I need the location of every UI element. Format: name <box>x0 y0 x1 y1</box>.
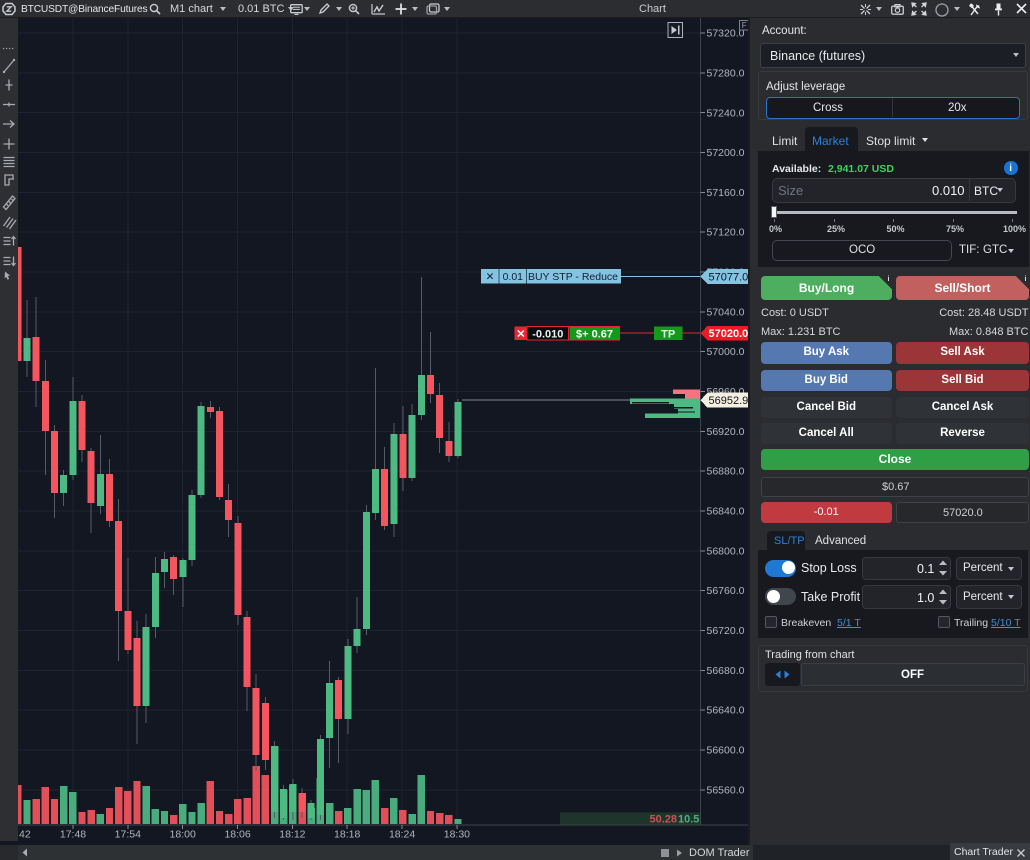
svg-text:57120.0: 57120.0 <box>707 227 745 239</box>
svg-text:56800.0: 56800.0 <box>707 545 745 557</box>
svg-text:56880.0: 56880.0 <box>707 466 745 478</box>
svg-text:57320.0: 57320.0 <box>707 28 745 40</box>
svg-text:F: F <box>742 21 747 30</box>
svg-text:57077.0: 57077.0 <box>709 271 749 283</box>
svg-text:$+ 0.67: $+ 0.67 <box>576 328 613 340</box>
svg-text:56560.0: 56560.0 <box>707 784 745 796</box>
svg-text:18:06: 18:06 <box>224 829 250 841</box>
svg-text:0.01: 0.01 <box>503 271 524 283</box>
svg-text:TP: TP <box>661 328 675 340</box>
svg-text:56640.0: 56640.0 <box>707 705 745 717</box>
svg-text:56720.0: 56720.0 <box>707 625 745 637</box>
svg-text:56952.9: 56952.9 <box>709 395 749 407</box>
svg-text:18:24: 18:24 <box>389 829 415 841</box>
svg-text:42: 42 <box>19 829 31 841</box>
svg-text:✕: ✕ <box>516 328 525 340</box>
svg-text:50.28: 50.28 <box>649 814 677 826</box>
svg-text:10.51: 10.51 <box>678 814 706 826</box>
svg-text:56760.0: 56760.0 <box>707 585 745 597</box>
svg-text:57160.0: 57160.0 <box>707 187 745 199</box>
svg-text:56600.0: 56600.0 <box>707 745 745 757</box>
svg-text:57040.0: 57040.0 <box>707 306 745 318</box>
svg-text:-0.010: -0.010 <box>532 328 563 340</box>
svg-text:18:18: 18:18 <box>334 829 360 841</box>
svg-text:18:30: 18:30 <box>444 829 470 841</box>
svg-text:BUY STP - Reduce: BUY STP - Reduce <box>528 271 618 283</box>
svg-text:56680.0: 56680.0 <box>707 665 745 677</box>
svg-text:✕: ✕ <box>486 271 495 283</box>
svg-text:57280.0: 57280.0 <box>707 67 745 79</box>
svg-text:17:54: 17:54 <box>115 829 141 841</box>
svg-text:17:48: 17:48 <box>60 829 86 841</box>
svg-text:18:12: 18:12 <box>279 829 305 841</box>
svg-text:56920.0: 56920.0 <box>707 426 745 438</box>
svg-text:56840.0: 56840.0 <box>707 506 745 518</box>
svg-text:57200.0: 57200.0 <box>707 147 745 159</box>
svg-text:57020.0: 57020.0 <box>709 328 749 340</box>
svg-text:57000.0: 57000.0 <box>707 346 745 358</box>
svg-text:18:00: 18:00 <box>170 829 196 841</box>
svg-text:57240.0: 57240.0 <box>707 107 745 119</box>
